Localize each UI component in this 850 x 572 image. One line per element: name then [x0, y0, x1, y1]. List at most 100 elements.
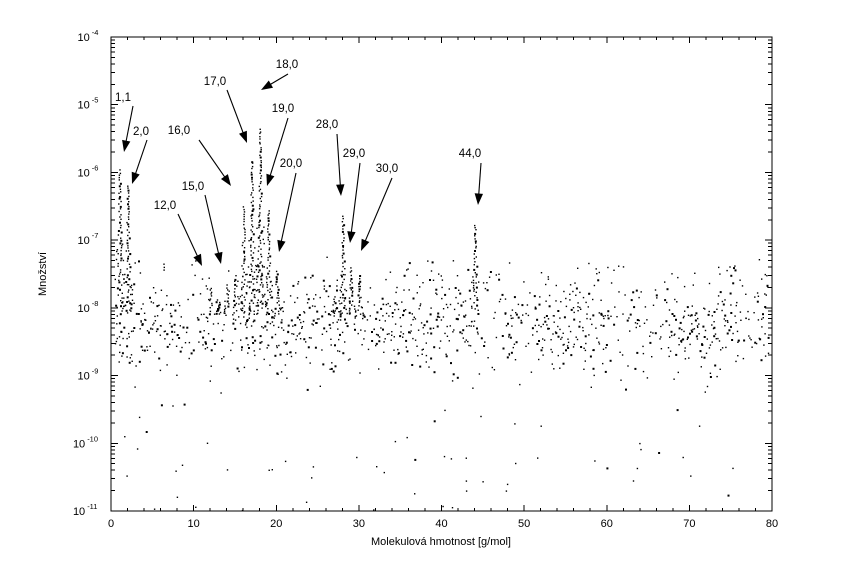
- data-point: [148, 332, 150, 334]
- y-tick-label-mantissa: 10: [78, 303, 90, 315]
- data-point: [729, 292, 732, 295]
- data-point: [312, 466, 315, 468]
- data-point: [126, 197, 129, 200]
- data-point: [354, 315, 356, 318]
- data-point: [389, 305, 391, 307]
- peak-annotation: 15,0: [182, 181, 223, 264]
- data-point: [205, 342, 207, 345]
- y-tick-label-exponent: -9: [92, 367, 99, 376]
- data-point: [617, 339, 619, 341]
- data-point: [178, 304, 181, 307]
- peak-annotation-label: 15,0: [182, 181, 204, 193]
- data-point: [482, 282, 485, 284]
- data-point: [210, 349, 213, 352]
- data-point: [252, 252, 255, 254]
- data-point: [286, 377, 288, 379]
- data-point: [120, 305, 122, 308]
- data-point: [476, 331, 479, 333]
- data-point: [250, 310, 252, 312]
- data-point: [598, 343, 601, 345]
- data-point: [329, 368, 331, 370]
- data-point: [210, 287, 212, 290]
- data-point: [267, 256, 269, 259]
- data-point: [248, 240, 250, 242]
- data-point: [682, 456, 684, 459]
- data-point: [118, 174, 121, 176]
- data-point: [252, 342, 255, 344]
- data-point: [730, 304, 732, 306]
- data-point: [548, 294, 551, 297]
- data-point: [735, 304, 737, 307]
- data-point: [133, 283, 136, 286]
- peak-annotation: 17,0: [204, 76, 247, 143]
- data-point: [305, 356, 308, 359]
- data-point: [430, 332, 433, 335]
- data-point: [123, 305, 125, 307]
- data-point: [480, 337, 483, 340]
- data-point: [206, 442, 209, 444]
- data-point: [114, 343, 117, 345]
- data-point: [267, 272, 270, 275]
- data-point: [592, 298, 594, 301]
- data-point: [726, 332, 729, 335]
- data-point: [579, 306, 581, 309]
- data-point: [600, 299, 602, 301]
- peak-annotation: 18,0: [261, 59, 298, 90]
- data-point: [432, 327, 435, 329]
- data-point: [170, 315, 173, 318]
- data-point: [131, 293, 133, 296]
- data-point: [267, 236, 269, 239]
- peak-annotation: 1,1: [115, 92, 134, 152]
- data-point: [123, 282, 125, 284]
- data-point: [354, 311, 357, 313]
- data-point: [708, 282, 711, 285]
- data-point: [428, 366, 430, 368]
- data-point: [628, 317, 630, 319]
- data-point: [332, 304, 334, 306]
- data-point: [472, 282, 475, 284]
- data-point: [474, 232, 477, 235]
- data-point: [704, 391, 706, 393]
- data-point: [354, 308, 356, 310]
- data-point: [654, 332, 657, 335]
- data-point: [259, 206, 261, 208]
- data-point: [319, 385, 321, 387]
- data-point: [267, 231, 269, 233]
- data-point: [302, 320, 305, 323]
- y-tick-label-exponent: -5: [92, 96, 99, 105]
- data-point: [250, 254, 252, 256]
- data-point: [403, 289, 405, 291]
- data-point: [196, 317, 199, 319]
- data-point: [275, 270, 278, 273]
- data-point: [630, 299, 633, 302]
- data-point: [195, 260, 197, 262]
- data-point: [241, 349, 243, 351]
- data-point: [260, 192, 263, 195]
- data-point: [119, 351, 121, 354]
- data-point: [126, 268, 128, 270]
- data-point: [451, 507, 454, 509]
- data-point: [124, 304, 127, 306]
- data-point: [263, 358, 265, 361]
- data-point: [208, 277, 210, 279]
- data-point: [683, 330, 685, 333]
- data-point: [748, 318, 750, 321]
- data-point: [343, 278, 345, 281]
- data-point: [540, 272, 543, 274]
- data-point: [140, 308, 143, 310]
- data-point: [467, 268, 470, 271]
- data-point: [129, 271, 131, 273]
- data-point: [260, 149, 262, 151]
- y-tick-label: 10 -4: [78, 28, 99, 44]
- data-point: [278, 300, 280, 302]
- data-point: [273, 317, 275, 319]
- data-point: [251, 192, 253, 194]
- data-point: [583, 347, 585, 349]
- data-point: [130, 286, 132, 289]
- data-point: [260, 300, 263, 302]
- data-point: [279, 309, 282, 311]
- data-point: [684, 358, 687, 360]
- data-point: [557, 325, 559, 328]
- data-point: [624, 294, 626, 296]
- data-point: [569, 284, 572, 286]
